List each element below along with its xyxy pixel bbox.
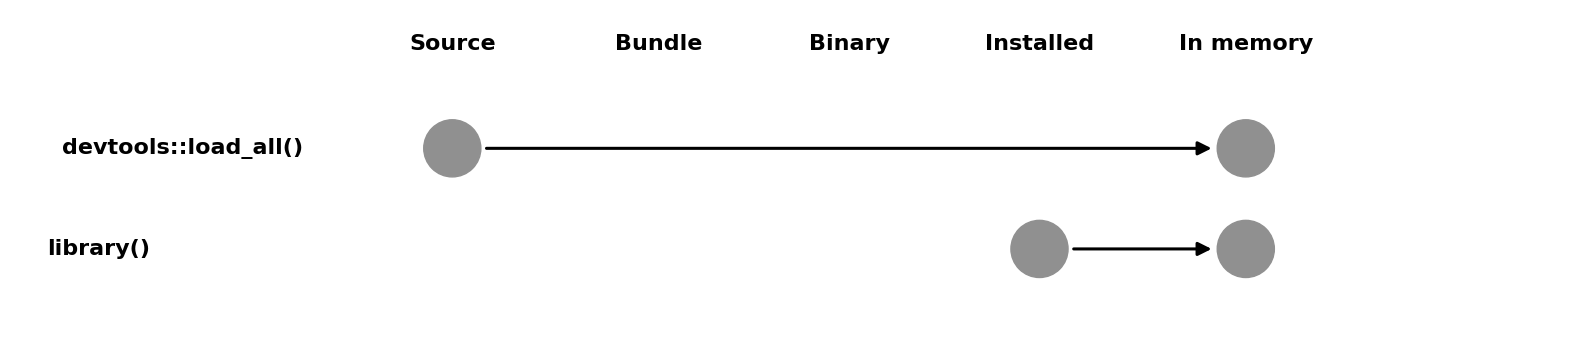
Ellipse shape xyxy=(1217,220,1274,278)
Text: Source: Source xyxy=(409,34,495,54)
Text: Installed: Installed xyxy=(986,34,1093,54)
Ellipse shape xyxy=(424,120,481,177)
Text: library(): library() xyxy=(48,239,149,259)
Text: devtools::load_all(): devtools::load_all() xyxy=(62,138,303,159)
Ellipse shape xyxy=(1011,220,1068,278)
Text: Bundle: Bundle xyxy=(614,34,703,54)
Text: Binary: Binary xyxy=(808,34,890,54)
Text: In memory: In memory xyxy=(1179,34,1312,54)
Ellipse shape xyxy=(1217,120,1274,177)
